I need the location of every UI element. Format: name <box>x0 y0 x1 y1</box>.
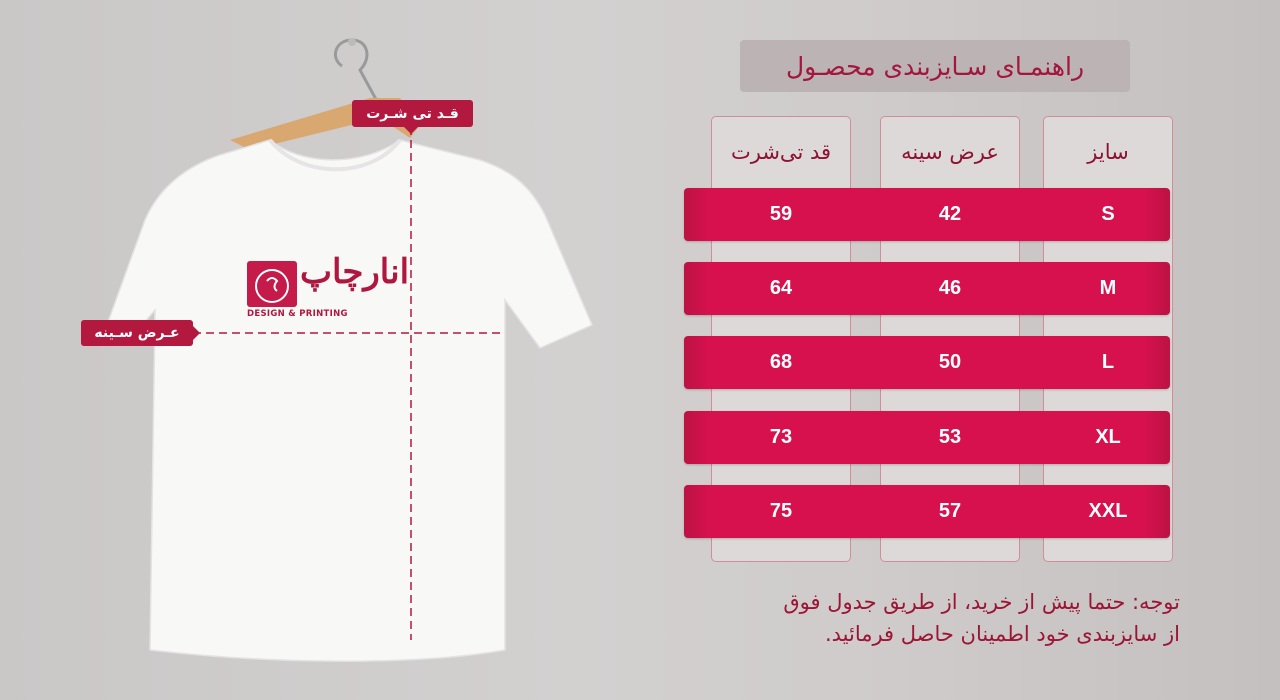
table-row: 73 53 XL <box>684 411 1170 464</box>
header-chest: عرض سینه <box>901 140 999 164</box>
cell-size: XXL <box>1088 500 1128 522</box>
table-row: 59 42 S <box>684 188 1170 241</box>
cell-chest: 57 <box>938 500 962 522</box>
header-length: قد تی‌شرت <box>730 140 832 164</box>
table-row: 75 57 XXL <box>684 485 1170 538</box>
cell-chest: 50 <box>938 351 962 373</box>
note-line-1: توجه: حتما پیش از خرید، از طریق جدول فوق <box>783 590 1180 614</box>
logo-text: انارچاپ <box>300 252 410 292</box>
cell-size: L <box>1101 351 1115 373</box>
length-tag-pointer <box>404 127 418 134</box>
cell-length: 68 <box>769 351 793 373</box>
cell-chest: 46 <box>938 277 962 299</box>
cell-size: XL <box>1095 426 1121 448</box>
cell-chest: 53 <box>938 426 962 448</box>
chest-label-tag: عـرض سـینه <box>81 320 193 346</box>
note: توجه: حتما پیش از خرید، از طریق جدول فوق… <box>620 586 1180 650</box>
cell-length: 75 <box>769 500 793 522</box>
hanger-knob <box>348 38 356 46</box>
cell-length: 73 <box>769 426 793 448</box>
pomegranate-logo-icon <box>247 261 297 307</box>
table-row: 64 46 M <box>684 262 1170 315</box>
tshirt-body <box>107 139 593 662</box>
hanger-hook <box>333 38 392 126</box>
tshirt-collar <box>268 138 402 172</box>
length-label-tag: قـد تی شـرت <box>352 100 473 127</box>
cell-size: S <box>1101 203 1115 225</box>
note-line-2: از سایزبندی خود اطمینان حاصل فرمائید. <box>824 622 1180 646</box>
chest-tag-pointer <box>193 326 200 340</box>
cell-length: 64 <box>769 277 793 299</box>
cell-size: M <box>1099 277 1117 299</box>
header-size: سایز <box>1087 140 1129 164</box>
cell-chest: 42 <box>938 203 962 225</box>
tshirt-illustration <box>107 38 593 662</box>
table-row: 68 50 L <box>684 336 1170 389</box>
logo-subtext: DESIGN & PRINTING <box>247 309 348 319</box>
page-title: راهنمـای سـایزبندی محصـول <box>740 40 1130 92</box>
cell-length: 59 <box>769 203 793 225</box>
